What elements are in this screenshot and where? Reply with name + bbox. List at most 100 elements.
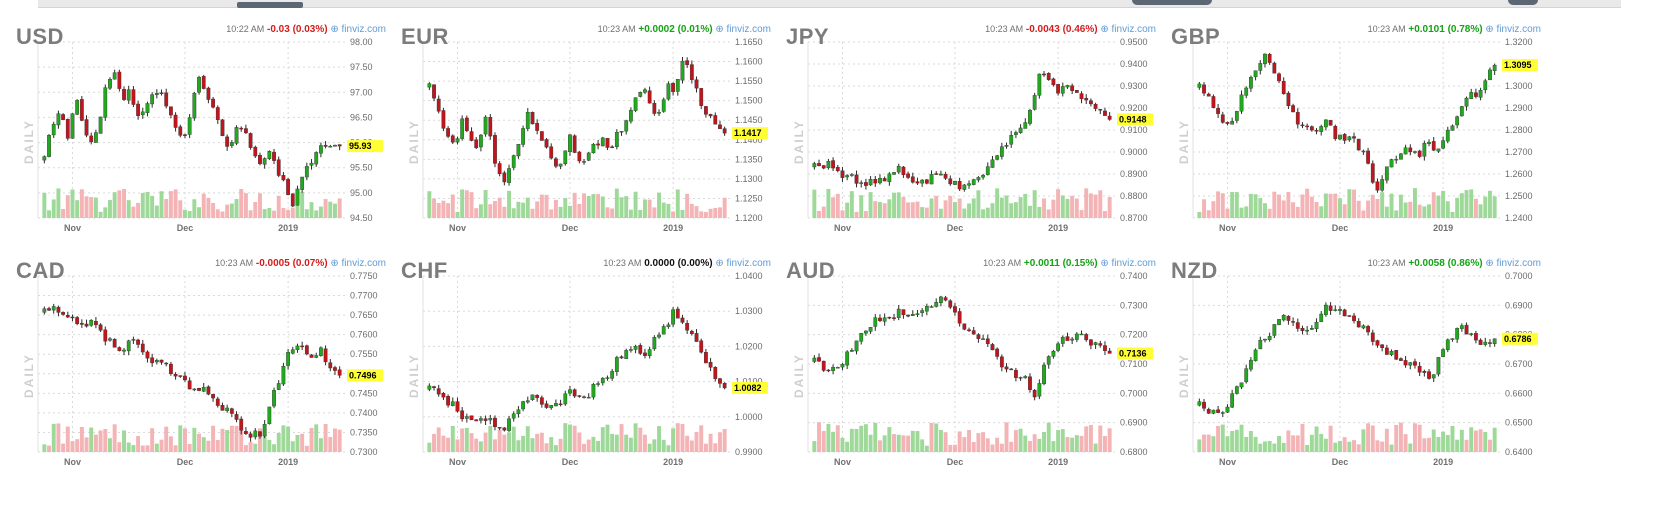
candle-body[interactable] (906, 173, 910, 178)
candle-body[interactable] (1263, 53, 1267, 65)
candle-body[interactable] (718, 124, 722, 129)
candle-body[interactable] (1305, 125, 1310, 128)
candle-body[interactable] (169, 363, 173, 374)
candle-body[interactable] (493, 417, 497, 428)
candle-body[interactable] (873, 317, 878, 327)
candle-body[interactable] (1455, 328, 1460, 340)
candle-body[interactable] (910, 176, 915, 183)
candle-body[interactable] (694, 333, 699, 342)
candle-body[interactable] (507, 168, 511, 183)
candle-body[interactable] (1338, 134, 1342, 140)
candlestick-chart[interactable]: 1.3200 1.3000 1.2900 1.2800 1.2700 1.2600 1.25… (1155, 14, 1555, 244)
candle-body[interactable] (234, 414, 239, 420)
candle-body[interactable] (169, 106, 173, 116)
candle-body[interactable] (1488, 342, 1492, 344)
candle-body[interactable] (136, 339, 140, 345)
candle-body[interactable] (84, 323, 89, 327)
candle-body[interactable] (1422, 142, 1427, 157)
candle-body[interactable] (1023, 122, 1028, 129)
candle-body[interactable] (136, 103, 140, 117)
candle-body[interactable] (206, 386, 211, 395)
candle-body[interactable] (1459, 106, 1464, 117)
candle-body[interactable] (502, 172, 507, 183)
candle-body[interactable] (689, 330, 694, 334)
candlestick-chart[interactable]: 1.1650 1.1600 1.1550 1.1500 1.1450 1.1400 1.13… (385, 14, 785, 244)
candle-body[interactable] (446, 396, 450, 406)
candle-body[interactable] (1319, 126, 1324, 132)
candle-body[interactable] (253, 430, 258, 438)
candle-body[interactable] (474, 139, 479, 149)
candle-body[interactable] (1206, 93, 1211, 97)
candle-body[interactable] (75, 317, 80, 324)
candle-body[interactable] (840, 364, 845, 368)
candle-body[interactable] (1197, 83, 1202, 88)
candle-body[interactable] (215, 398, 220, 406)
candle-body[interactable] (530, 112, 535, 125)
candle-body[interactable] (441, 393, 446, 398)
candle-body[interactable] (295, 345, 300, 350)
candle-body[interactable] (1356, 138, 1361, 151)
candle-body[interactable] (1483, 80, 1488, 91)
candle-body[interactable] (878, 317, 882, 322)
candle-body[interactable] (1384, 347, 1389, 355)
candle-body[interactable] (572, 389, 577, 397)
candle-body[interactable] (638, 92, 643, 97)
candle-body[interactable] (211, 98, 215, 108)
candle-body[interactable] (1464, 97, 1469, 107)
candle-body[interactable] (1403, 360, 1408, 366)
candle-body[interactable] (469, 131, 474, 141)
candle-body[interactable] (596, 143, 600, 146)
candle-body[interactable] (1375, 340, 1380, 346)
finviz-brand[interactable]: ⊕ finviz.com (330, 24, 386, 35)
candle-body[interactable] (1300, 124, 1305, 127)
candle-body[interactable] (1060, 336, 1065, 344)
candle-body[interactable] (51, 306, 56, 311)
candle-body[interactable] (953, 306, 957, 313)
candle-body[interactable] (502, 427, 507, 431)
candle-body[interactable] (469, 415, 474, 421)
candle-body[interactable] (42, 308, 47, 313)
candle-body[interactable] (920, 179, 925, 184)
candle-body[interactable] (239, 127, 244, 130)
candle-body[interactable] (1408, 147, 1413, 153)
candle-body[interactable] (605, 138, 610, 148)
candle-body[interactable] (464, 117, 469, 131)
candle-body[interactable] (1267, 336, 1272, 340)
candle-body[interactable] (1028, 376, 1032, 390)
candle-body[interactable] (1234, 111, 1239, 121)
candle-body[interactable] (309, 162, 314, 166)
candle-body[interactable] (1309, 126, 1314, 131)
candle-body[interactable] (600, 377, 605, 384)
candle-body[interactable] (140, 343, 145, 353)
candle-body[interactable] (47, 308, 51, 311)
candle-body[interactable] (164, 92, 169, 107)
candle-body[interactable] (845, 175, 850, 178)
forex-panel-usd[interactable]: 98.0097.5097.0096.5096.0095.5095.0094.50… (0, 14, 400, 244)
candle-body[interactable] (1305, 329, 1310, 332)
candle-body[interactable] (563, 150, 568, 164)
candle-body[interactable] (812, 357, 817, 362)
candle-body[interactable] (1478, 89, 1483, 98)
candle-body[interactable] (704, 106, 708, 115)
ticker-symbol[interactable]: GBP (1171, 24, 1221, 49)
candle-body[interactable] (1239, 382, 1244, 388)
forex-panel-eur[interactable]: 1.1650 1.1600 1.1550 1.1500 1.1450 1.1400 1.13… (385, 14, 785, 244)
candle-body[interactable] (1272, 324, 1277, 336)
candle-body[interactable] (671, 82, 675, 93)
candle-body[interactable] (290, 193, 295, 207)
candle-body[interactable] (554, 158, 558, 167)
candle-body[interactable] (229, 142, 234, 146)
candle-body[interactable] (1295, 322, 1300, 329)
candle-body[interactable] (460, 118, 465, 139)
candle-body[interactable] (75, 100, 80, 115)
candle-body[interactable] (267, 406, 272, 424)
finviz-brand[interactable]: ⊕ finviz.com (1100, 24, 1156, 35)
candle-body[interactable] (507, 418, 511, 431)
candle-body[interactable] (1478, 339, 1483, 345)
candle-body[interactable] (1202, 401, 1206, 409)
candle-body[interactable] (103, 87, 108, 118)
candle-body[interactable] (319, 145, 323, 154)
candle-body[interactable] (962, 184, 967, 190)
candle-body[interactable] (150, 94, 155, 105)
finviz-brand[interactable]: ⊕ finviz.com (1100, 258, 1156, 269)
